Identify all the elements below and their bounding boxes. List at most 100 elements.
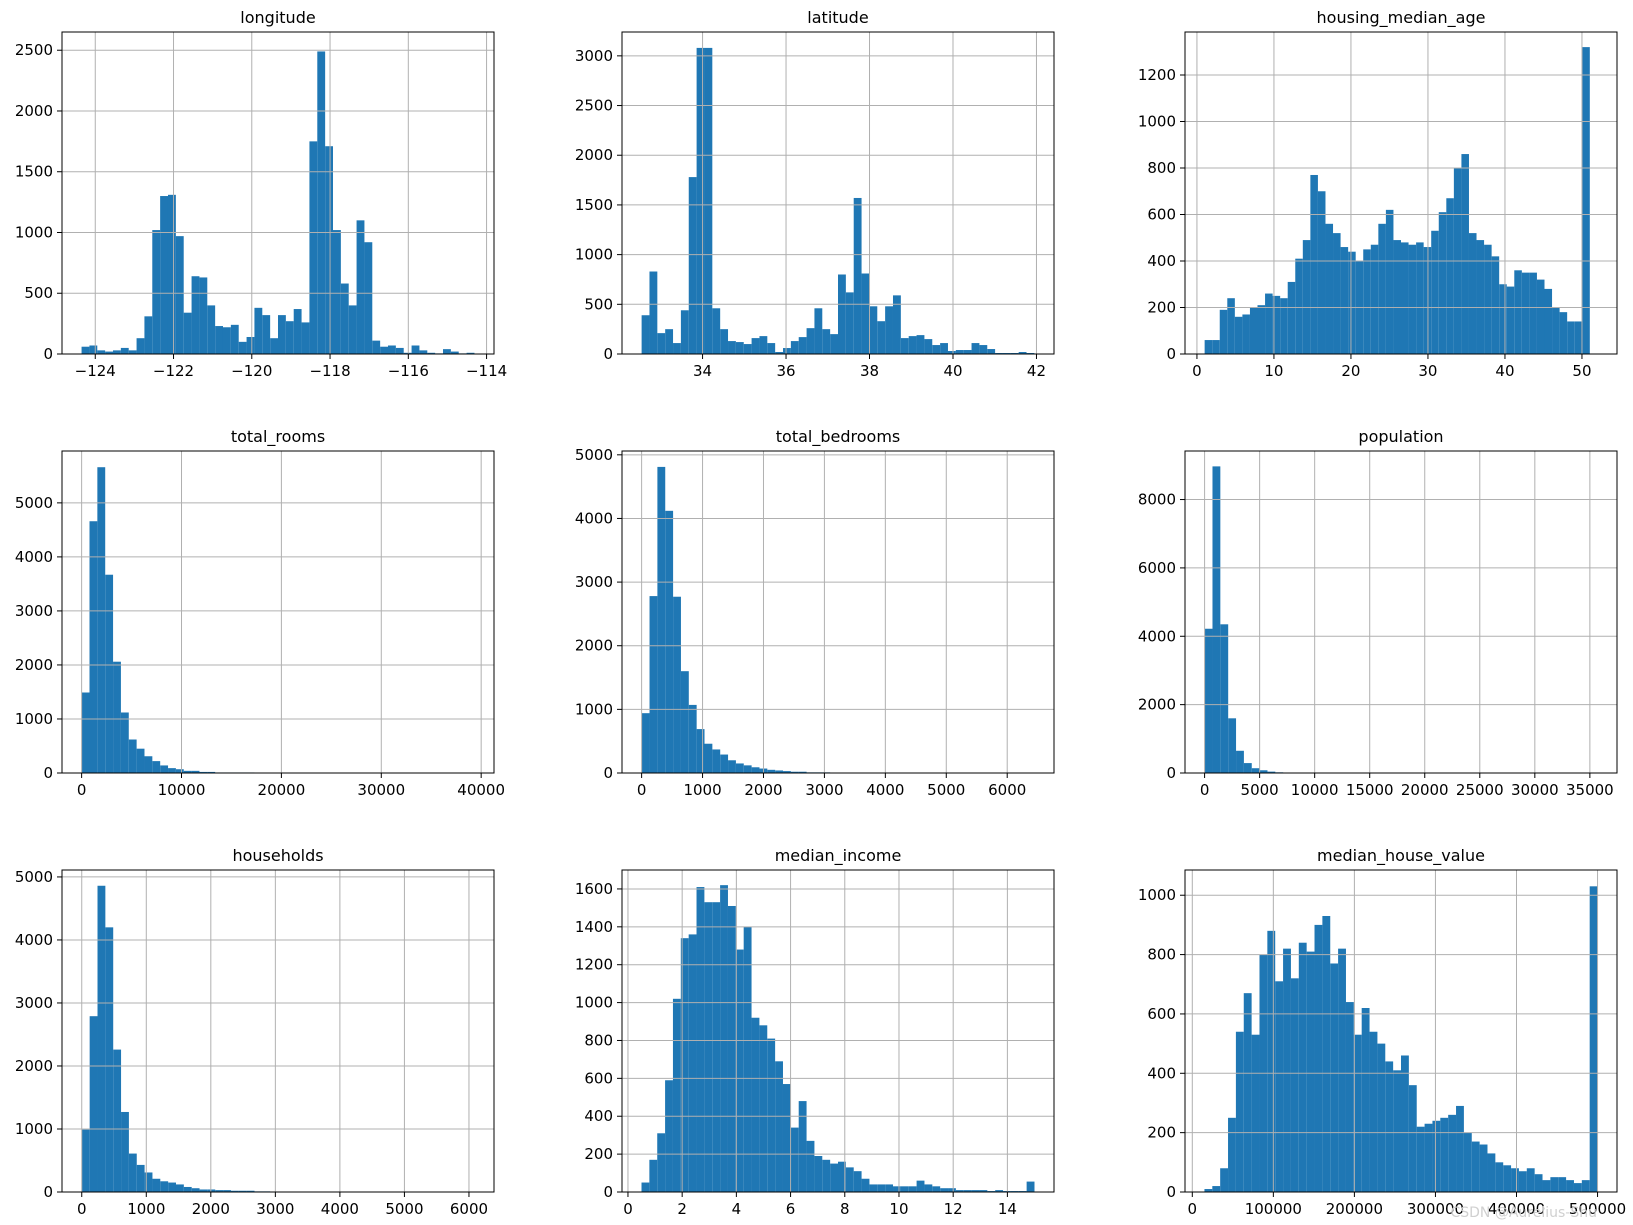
x-tick-label: 4000: [866, 781, 904, 799]
histogram-bar: [356, 220, 365, 354]
x-tick-label: 4000: [321, 1200, 359, 1218]
axes-frame: [1184, 31, 1618, 355]
x-tick-label: 0: [77, 781, 87, 799]
x-tick-label: 15000: [1346, 781, 1394, 799]
histogram-bar: [183, 1186, 192, 1192]
y-tick-label: 4000: [15, 931, 53, 949]
histogram-bar: [822, 329, 831, 354]
y-tick-label: 1000: [15, 1120, 53, 1138]
histogram-bar: [105, 927, 114, 1192]
histogram-bar: [120, 347, 129, 354]
histogram-bar: [767, 769, 776, 773]
histogram-bar: [696, 47, 705, 354]
histogram-bar: [1534, 1174, 1543, 1192]
x-tick-label: 30000: [357, 781, 405, 799]
histogram-bar: [806, 1140, 815, 1192]
histogram-bar: [1204, 340, 1213, 354]
histogram-bar: [861, 1178, 870, 1192]
y-tick-label: 800: [584, 1031, 613, 1049]
histogram-bar: [1228, 718, 1237, 773]
histogram-bar: [1283, 948, 1291, 1192]
histogram-bar: [688, 934, 697, 1192]
histogram-bar: [1544, 288, 1553, 354]
histogram-bar: [900, 1186, 909, 1192]
histogram-bar: [672, 998, 681, 1192]
histogram-bar: [215, 326, 223, 354]
histogram-bar: [238, 1190, 247, 1192]
histogram-bar: [1234, 316, 1243, 354]
histogram-bar: [1448, 1114, 1457, 1192]
histogram-bar: [183, 312, 192, 354]
histogram-bar: [790, 1127, 799, 1192]
histogram-bar: [136, 1164, 145, 1192]
histogram-bar: [892, 295, 901, 354]
gridlines: [1185, 870, 1617, 1193]
histogram-bar: [97, 885, 106, 1192]
histogram-bar: [1219, 309, 1228, 354]
y-tick-label: 5000: [575, 446, 613, 464]
y-tick-label: 600: [1147, 1005, 1176, 1023]
axes-frame: [61, 450, 495, 774]
histogram-bar: [869, 1184, 878, 1192]
histogram-bar: [1511, 1168, 1519, 1192]
histogram-bar: [783, 348, 791, 354]
histogram-bar: [657, 466, 666, 773]
y-tick-label: 1000: [575, 700, 613, 718]
histogram-bars: [641, 466, 1035, 773]
x-tick-label: 2000: [192, 1200, 230, 1218]
histogram-bar: [1408, 244, 1417, 354]
histogram-bar: [1363, 249, 1371, 354]
histogram-bar: [1378, 223, 1386, 354]
histogram-bar: [1552, 307, 1560, 354]
y-tick-label: 1000: [575, 994, 613, 1012]
histogram-bar: [199, 771, 208, 773]
axes-frame: [621, 31, 1055, 355]
histogram-bar: [97, 467, 106, 773]
x-tick-label: 50: [1572, 362, 1591, 380]
histogram-bar: [1333, 233, 1341, 354]
histogram-bar: [246, 1190, 255, 1192]
histogram-bar: [940, 1188, 949, 1192]
histogram-bar: [1026, 1181, 1035, 1192]
histogram-bar: [940, 343, 948, 354]
x-tick-label: 20000: [1401, 781, 1449, 799]
histogram-bar: [364, 242, 373, 354]
histogram-bar: [1267, 930, 1276, 1192]
histogram-bars: [641, 47, 1035, 354]
y-tick-label: 5000: [15, 494, 53, 512]
histogram-bar: [1542, 1180, 1551, 1192]
histogram-bar: [735, 763, 744, 773]
histogram-bar: [144, 1172, 153, 1192]
histogram-bar: [1306, 951, 1315, 1192]
y-tick-label: 0: [1166, 764, 1176, 782]
y-tick-label: 3000: [575, 573, 613, 591]
histogram-bar: [1314, 924, 1323, 1192]
histogram-bar: [1227, 298, 1235, 354]
histogram-bar: [1521, 272, 1530, 354]
y-tick-label: 0: [1166, 345, 1176, 363]
x-tick-label: 6000: [450, 1200, 488, 1218]
histogram-bar: [89, 345, 98, 354]
histogram-bar: [191, 770, 200, 773]
x-tick-label: 5000: [385, 1200, 423, 1218]
histogram-bar: [81, 1129, 90, 1192]
x-tick-label: 14: [998, 1200, 1017, 1218]
x-tick-label: 1000: [127, 1200, 165, 1218]
y-tick-label: 200: [584, 1145, 613, 1163]
histogram-bar: [649, 271, 658, 354]
y-tick-label: 2000: [15, 102, 53, 120]
x-tick-label: 100000: [1245, 1200, 1302, 1218]
histogram-bars: [641, 885, 1035, 1192]
histogram-bar: [877, 1184, 886, 1192]
histogram-bar: [712, 308, 721, 354]
histogram-bar: [152, 761, 161, 773]
histogram-bar: [680, 310, 689, 354]
x-tick-label: 38: [860, 362, 879, 380]
axes-frame: [1184, 450, 1618, 774]
histogram-bar: [853, 197, 862, 354]
histogram-bar: [348, 305, 357, 354]
histogram-bar: [246, 336, 255, 354]
histogram-bar: [1377, 1043, 1386, 1192]
histogram-bar: [152, 230, 161, 354]
histogram-bar: [1287, 281, 1296, 354]
